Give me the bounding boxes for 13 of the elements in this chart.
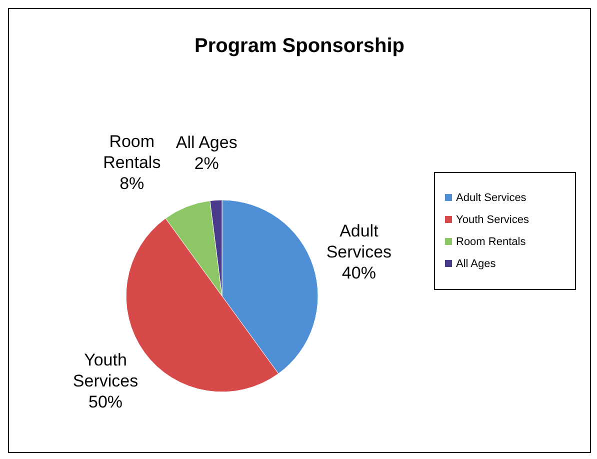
slice-label: All Ages <box>176 132 238 152</box>
legend-label: Adult Services <box>456 190 526 206</box>
data-label: 50% <box>88 392 123 412</box>
legend-label: Room Rentals <box>456 234 526 250</box>
chart-title: Program Sponsorship <box>193 35 406 58</box>
legend-label: All Ages <box>456 256 496 272</box>
data-label: 8% <box>120 174 144 194</box>
slice-label: Room Rentals <box>103 132 161 172</box>
slice-label: Adult Services <box>326 222 392 262</box>
data-label: 2% <box>194 154 219 173</box>
slice-label: Youth Services <box>72 350 138 391</box>
data-label: 40% <box>342 264 376 282</box>
legend-label: Youth Services <box>456 212 529 228</box>
